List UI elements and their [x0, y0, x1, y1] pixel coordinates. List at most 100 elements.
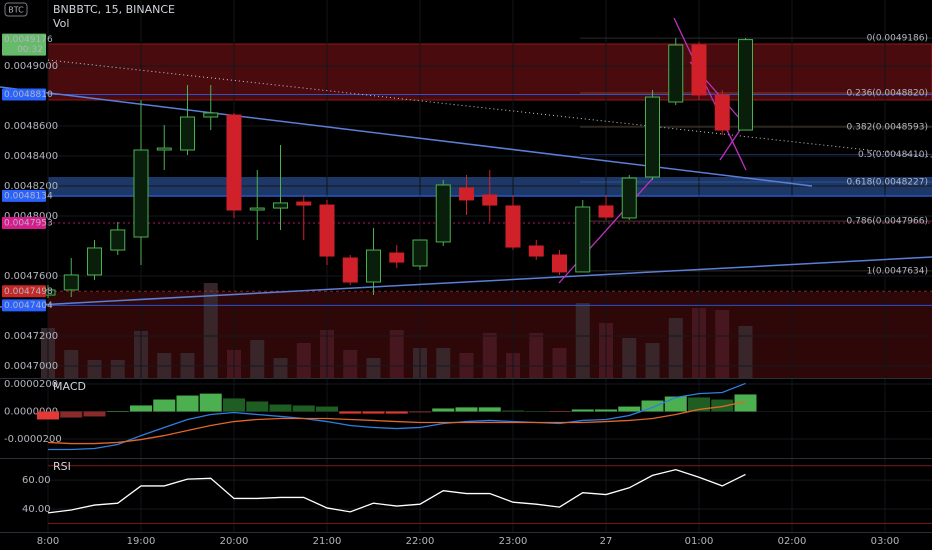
macd-histogram-bar — [106, 411, 129, 413]
candle-body — [691, 44, 707, 96]
candle-body — [482, 194, 498, 206]
macd-histogram-bar — [339, 411, 362, 414]
macd-histogram-bar — [292, 405, 315, 412]
price-tag-countdown: 00:32 — [17, 45, 43, 55]
currency-badge — [4, 2, 28, 17]
price-tag — [2, 33, 46, 56]
macd-histogram-bar — [176, 395, 199, 412]
fib-label: 0.382(0.0048593) — [847, 123, 928, 133]
rsi-tick-label: 60.00 — [22, 475, 51, 486]
volume-bar — [273, 358, 288, 378]
volume-bar — [343, 350, 358, 378]
volume-bar — [366, 358, 381, 378]
fib-label: 0.618(0.0048227) — [847, 177, 928, 187]
macd-tick-label: -0.0000200 — [4, 434, 62, 445]
trendline — [558, 177, 654, 284]
volume-bar — [296, 343, 311, 378]
x-tick-label: 21:00 — [313, 536, 342, 547]
indicator-line — [48, 382, 746, 451]
candle-body — [389, 252, 405, 263]
volume-bar — [738, 326, 753, 378]
price-tag-label: 0.0047404 — [4, 301, 53, 311]
macd-histogram-bar — [199, 393, 222, 412]
volume-bar — [645, 343, 660, 378]
price-tag — [2, 299, 46, 312]
macd-histogram-bar — [316, 406, 338, 412]
fib-label: 0.5(0.0048410) — [858, 150, 928, 160]
fib-label: 0.786(0.0047966) — [847, 217, 928, 227]
y-tick-label: 0.0047200 — [4, 331, 58, 342]
macd-title: MACD — [53, 380, 86, 393]
candle-body — [412, 239, 428, 267]
volume-bar — [203, 283, 218, 378]
macd-histogram-bar — [362, 411, 385, 414]
candle-body — [133, 149, 149, 238]
candle-body — [249, 207, 265, 211]
macd-histogram-bar — [269, 404, 292, 412]
candle-body — [226, 114, 242, 211]
macd-histogram-bar — [385, 411, 408, 414]
volume-bar — [110, 360, 125, 378]
y-tick-label: 0.0047600 — [4, 271, 58, 282]
x-tick-label: 19:00 — [127, 536, 156, 547]
x-tick-label: 20:00 — [220, 536, 249, 547]
currency: BTC — [8, 6, 24, 15]
macd-histogram-bar — [153, 399, 176, 412]
fib-label: 1(0.0047634) — [867, 266, 928, 276]
candle-body — [87, 247, 102, 276]
candle-body — [63, 274, 79, 291]
macd-histogram-bar — [60, 411, 83, 418]
candle-body — [645, 96, 660, 178]
macd-histogram-bar — [595, 409, 617, 412]
volume-bar — [64, 350, 79, 378]
macd-tick-label: 0.0000000 — [4, 407, 58, 418]
price-tag — [2, 285, 46, 298]
x-tick-label: 23:00 — [499, 536, 528, 547]
tag-layer: 0(0.0049186) 0.236(0.0048820) 0.382(0.0048… — [2, 33, 928, 312]
candle-body — [459, 187, 474, 201]
macd-histogram-bar — [548, 411, 571, 413]
price-tag-label: 0.0047498 — [4, 287, 53, 297]
resistance-zone — [47, 43, 932, 101]
price-tag — [2, 189, 46, 202]
candle-body — [273, 202, 288, 209]
macd-histogram-bar — [455, 407, 478, 412]
rsi-tick-label: 40.00 — [22, 504, 51, 515]
candle-body — [319, 204, 335, 257]
candle-body — [156, 147, 172, 151]
candle-body — [738, 39, 753, 131]
candle-body — [505, 205, 521, 248]
fib-label: 0(0.0049186) — [867, 34, 928, 44]
candle-body — [203, 112, 219, 118]
candle-body — [110, 229, 126, 251]
volume-bar — [87, 360, 102, 378]
volume-bar — [715, 310, 730, 378]
candle-body — [621, 177, 637, 219]
fib-label: 0.236(0.0048820) — [847, 89, 928, 99]
y-tick-label: 0.0048200 — [4, 181, 58, 192]
candle-body — [366, 249, 381, 283]
macd-histogram-bar — [734, 394, 757, 412]
rsi-title: RSI — [53, 460, 71, 473]
volume-bar — [250, 340, 265, 378]
candle-body — [575, 206, 591, 273]
macd-histogram-bar — [223, 398, 245, 412]
price-tag — [2, 217, 46, 230]
x-tick-label: 27 — [600, 536, 613, 547]
macd-histogram-bar — [688, 397, 710, 412]
y-tick-label: 0.0047000 — [4, 361, 58, 372]
macd-histogram-bar — [478, 407, 501, 412]
y-tick-label: 0.0049000 — [4, 61, 58, 72]
trendline — [673, 17, 747, 171]
macd-histogram-bar — [525, 411, 548, 412]
volume-bar — [668, 318, 683, 378]
candle-body — [714, 94, 730, 131]
price-tag — [2, 88, 46, 101]
volume-bar — [552, 348, 567, 378]
x-tick-label: 01:00 — [685, 536, 714, 547]
macd-histogram-bar — [502, 410, 524, 412]
price-tag-label: 0.0049176 — [4, 35, 53, 45]
macd-histogram-bar — [571, 409, 594, 412]
candle-body — [668, 44, 684, 103]
